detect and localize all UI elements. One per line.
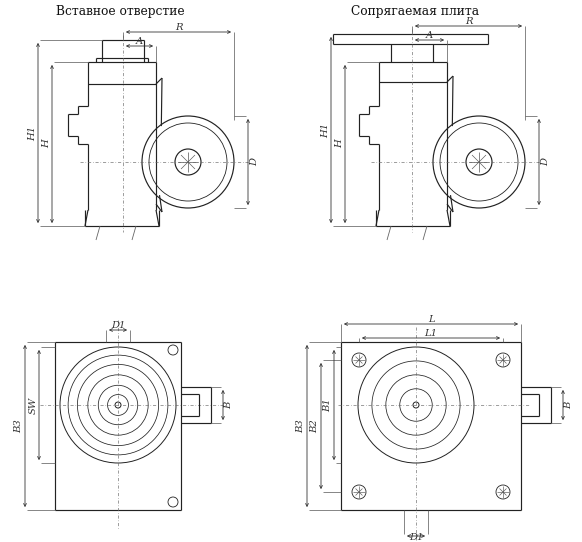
Text: SW: SW xyxy=(29,396,37,414)
Text: H: H xyxy=(335,140,345,149)
Text: R: R xyxy=(175,23,182,31)
Text: B: B xyxy=(565,401,573,409)
Text: B: B xyxy=(225,401,233,409)
Text: D1: D1 xyxy=(409,533,423,542)
Text: D: D xyxy=(250,158,260,166)
Text: H1: H1 xyxy=(321,122,331,138)
Text: B1: B1 xyxy=(324,398,332,412)
Text: A: A xyxy=(136,36,143,46)
Text: B2: B2 xyxy=(311,419,320,433)
Text: A: A xyxy=(426,30,433,40)
Text: B3: B3 xyxy=(296,419,306,433)
Text: Сопрягаемая плита: Сопрягаемая плита xyxy=(351,4,479,17)
Text: D: D xyxy=(541,158,551,166)
Text: H: H xyxy=(42,140,51,149)
Text: R: R xyxy=(465,16,472,25)
Text: L1: L1 xyxy=(424,328,438,338)
Text: H1: H1 xyxy=(29,125,37,140)
Text: B3: B3 xyxy=(15,419,23,433)
Text: Вставное отверстие: Вставное отверстие xyxy=(56,4,184,17)
Text: D1: D1 xyxy=(111,320,125,330)
Text: L: L xyxy=(428,314,434,324)
